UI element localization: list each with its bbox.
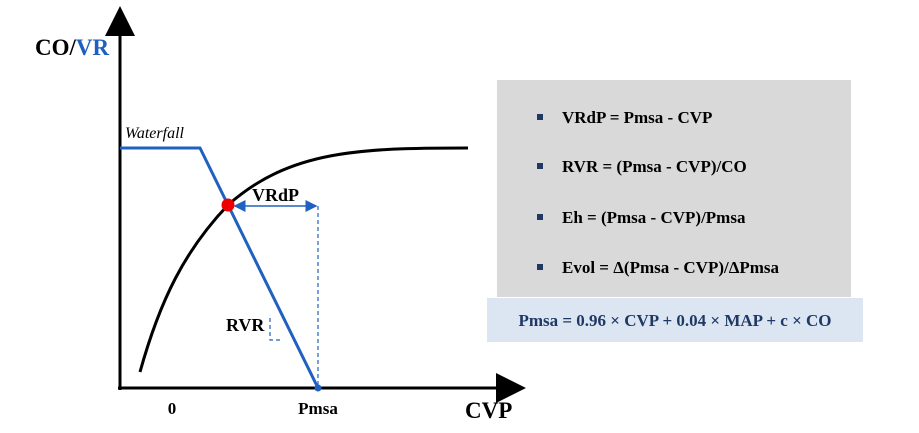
definition: VRdP = Pmsa - CVP (562, 108, 712, 127)
y-label-prefix: CO/ (35, 35, 77, 60)
vrdp-label: VRdP (252, 185, 299, 205)
venous-return-line (120, 146, 320, 389)
x-mark: Pmsa (298, 399, 338, 418)
definitions-box (497, 80, 851, 297)
pmsa-point (314, 384, 322, 392)
waterfall-label: Waterfall (125, 125, 185, 142)
bullet (537, 163, 543, 169)
definition: Evol = Δ(Pmsa - CVP)/ΔPmsa (562, 258, 780, 277)
bullet (537, 114, 543, 120)
rvr-label: RVR (226, 315, 265, 335)
x-label: CVP (465, 398, 512, 423)
operating-point (221, 198, 235, 212)
bullet (537, 214, 543, 220)
y-label: CO/VR (35, 35, 110, 60)
bullet (537, 264, 543, 270)
x-origin: 0 (168, 399, 177, 418)
y-label-highlight: VR (76, 35, 110, 60)
cardiac-curve (138, 146, 469, 373)
formula: Pmsa = 0.96 × CVP + 0.04 × MAP + c × CO (518, 311, 831, 330)
formula-box (487, 298, 863, 342)
definition: Eh = (Pmsa - CVP)/Pmsa (562, 208, 746, 227)
definition: RVR = (Pmsa - CVP)/CO (562, 157, 747, 176)
rvr-triangle (269, 318, 282, 341)
